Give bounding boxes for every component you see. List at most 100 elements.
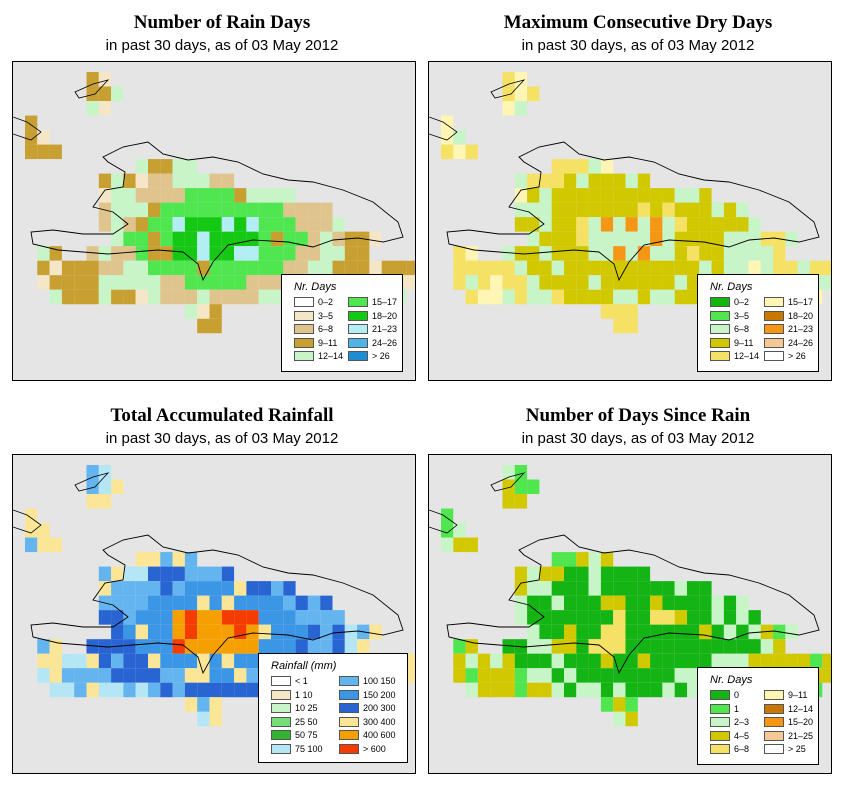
legend-title: Rainfall (mm): [271, 660, 337, 672]
map-cell: [283, 581, 296, 596]
map-cell: [221, 173, 235, 189]
map-cell: [588, 624, 601, 640]
map-cell: [600, 566, 614, 582]
map-cell: [650, 275, 663, 290]
map-cell: [332, 217, 345, 232]
panel-subtitle: in past 30 days, as of 03 May 2012: [521, 37, 755, 54]
map-cell: [135, 202, 148, 218]
map-cell: [86, 246, 99, 261]
legend-label: 15–20: [788, 717, 814, 727]
map-cell: [49, 537, 62, 553]
map-cell: [197, 173, 210, 189]
map-cell: [86, 260, 99, 276]
map-cell: [271, 610, 284, 625]
map-cell: [320, 610, 333, 625]
map-cell: [111, 188, 124, 203]
map-cell: [797, 653, 810, 669]
map-cell: [687, 188, 700, 203]
west-coast-outline: [429, 509, 458, 534]
map-cell: [406, 275, 415, 290]
map-cell: [514, 173, 528, 189]
map-cell: [209, 318, 222, 334]
map-cell: [637, 231, 651, 247]
map-cell: [61, 668, 75, 683]
map-cell: [650, 668, 663, 683]
map-cell: [123, 624, 136, 640]
map-cell: [637, 173, 651, 189]
map-cell: [564, 173, 577, 189]
map-cell: [748, 231, 761, 247]
map-cell: [172, 682, 185, 698]
map-legend: Rainfall (mm) < 1 1 10 10 25 25 50 50 75 75 1…: [258, 653, 408, 763]
legend-label: 200 300: [363, 703, 396, 713]
map-cell: [625, 318, 638, 334]
map-cell: [699, 260, 712, 276]
map-cell: [588, 260, 601, 276]
legend-swatch: [271, 676, 291, 686]
map-cell: [209, 246, 222, 261]
map-cell: [135, 289, 148, 305]
map-cell: [406, 668, 415, 683]
map-cell: [197, 595, 210, 611]
map-cell: [160, 610, 173, 625]
map-cell: [514, 610, 528, 625]
map-cell: [551, 173, 564, 189]
map-cell: [576, 202, 589, 218]
map-cell: [25, 144, 38, 160]
map-cell: [197, 639, 210, 654]
map-cell: [381, 260, 394, 276]
map-cell: [86, 668, 99, 683]
map-cell: [637, 289, 651, 305]
map-cell: [49, 275, 62, 290]
map-cell: [441, 115, 454, 131]
map-cell: [785, 624, 798, 640]
map-cell: [160, 188, 173, 203]
map-cell: [514, 188, 528, 203]
map-cell: [246, 246, 259, 261]
panel-rain-days: Number of Rain Days in past 30 days, as …: [12, 0, 432, 390]
legend-label: > 25: [788, 744, 806, 754]
map-cell: [25, 523, 38, 538]
map-cell: [490, 653, 503, 669]
map-cell: [148, 173, 161, 189]
map-cell: [613, 304, 626, 319]
map-cell: [711, 624, 724, 640]
map-cell: [797, 260, 810, 276]
map-cell: [221, 217, 235, 232]
map-cell: [246, 639, 259, 654]
panel-title: Number of Rain Days: [133, 12, 311, 33]
map-cell: [822, 260, 831, 276]
islet-outline: [74, 472, 110, 492]
map-cell: [588, 289, 601, 305]
map-cell: [588, 610, 601, 625]
map-cell: [490, 260, 503, 276]
map-cell: [465, 537, 478, 553]
map-cell: [246, 581, 259, 596]
map-cell: [74, 289, 87, 305]
legend-swatch: [764, 717, 784, 727]
map-cell: [98, 653, 112, 669]
map-cell: [148, 289, 161, 305]
map-cell: [687, 202, 700, 218]
map-cell: [527, 566, 540, 582]
map-cell: [453, 275, 466, 290]
map-cell: [86, 289, 99, 305]
map-cell: [271, 246, 284, 261]
map-cell: [320, 624, 333, 640]
map-cell: [246, 653, 259, 669]
map-cell: [271, 231, 284, 247]
legend-swatch: [764, 744, 784, 754]
map-cell: [160, 202, 173, 218]
map-cell: [650, 289, 663, 305]
map-cell: [502, 494, 515, 509]
map-cell: [539, 289, 552, 305]
map-cell: [674, 275, 687, 290]
map-cell: [699, 624, 712, 640]
map-cell: [221, 653, 235, 669]
map-cell: [98, 494, 112, 509]
legend-swatch: [764, 730, 784, 741]
map-cell: [74, 668, 87, 683]
map-cell: [539, 610, 552, 625]
map-cell: [637, 682, 651, 698]
map-cell: [86, 682, 99, 698]
